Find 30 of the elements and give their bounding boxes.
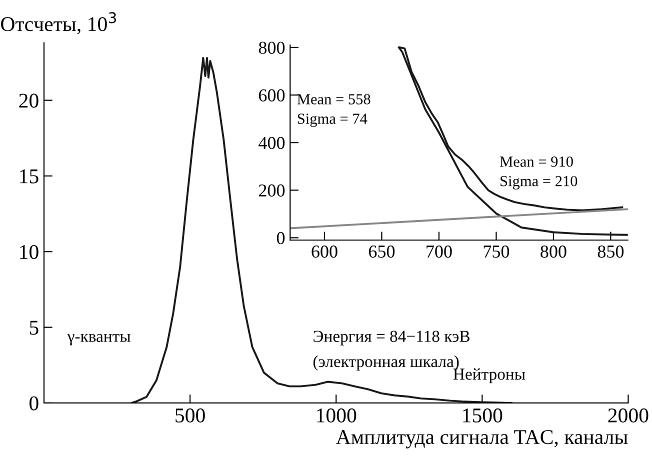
y-tick-label: 0 [276,232,285,244]
x-tick-label: 1500 [463,408,502,422]
annotation: Sigma = 210 [500,176,578,190]
annotation: Энергия = 84−118 кэВ [314,330,470,346]
annotation: (электронная шкала) [313,355,459,371]
y-tick-label: 600 [258,89,285,102]
x-tick-label: 850 [598,246,624,258]
x-tick-label: 2000 [608,408,648,422]
annotation: Sigma = 74 [298,114,368,127]
annotation: γ-кванты [67,334,130,346]
x-tick-label: 750 [484,246,510,258]
x-tick-label: 650 [368,246,395,258]
annotation: Нейтроны [453,368,526,384]
x-tick-label: 600 [312,246,338,258]
y-tick-label: 10 [20,245,38,260]
y-tick-label: 0 [30,396,38,410]
y-axis-title: Отсчеты, 10$^{3}$ [1,12,116,34]
y-tick-label: 400 [258,136,285,150]
annotation: Mean = 910 [500,156,573,167]
y-tick-label: 20 [19,94,38,108]
x-tick-label: 700 [426,246,452,258]
y-tick-label: 5 [30,320,38,335]
x-tick-label: 800 [540,246,566,258]
annotation: Mean = 558 [297,94,370,104]
x-tick-label: 500 [176,408,205,422]
x-tick-label: 1000 [317,408,356,422]
y-tick-label: 15 [20,169,38,184]
y-tick-label: 800 [258,42,285,54]
y-tick-label: 200 [258,184,285,197]
x-axis-title: Амплитуда сигнала TAC, каналы [336,430,628,448]
